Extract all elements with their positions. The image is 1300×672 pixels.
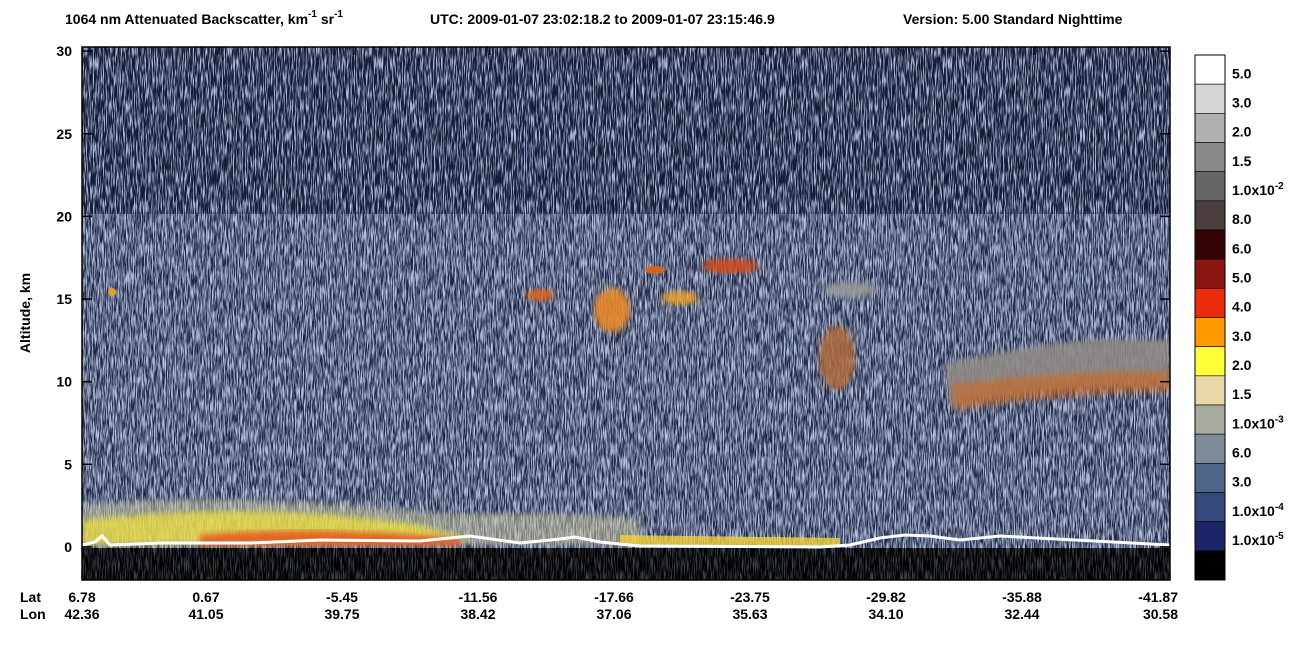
x-tick-label: -11.56 — [459, 589, 498, 605]
x-tick-label: 32.44 — [1004, 606, 1039, 622]
y-tick-label: 25 — [56, 126, 72, 142]
colorbar-label: 5.0 — [1232, 65, 1252, 81]
colorbar-label: 1.0x10-4 — [1232, 502, 1284, 519]
colorbar-label-exp: -4 — [1275, 502, 1284, 513]
y-tick-label: 5 — [64, 456, 72, 472]
colorbar-label-text: 5.0 — [1232, 270, 1252, 286]
title-superscript: -1 — [308, 9, 317, 20]
colorbar-swatch — [1194, 288, 1226, 318]
y-tick-label: 30 — [56, 43, 72, 59]
colorbar-label: 1.0x10-2 — [1232, 181, 1284, 198]
colorbar-label-exp: -5 — [1275, 531, 1284, 542]
y-tick-label: 10 — [56, 374, 72, 390]
colorbar-swatch — [1194, 550, 1226, 581]
colorbar-label-text: 4.0 — [1232, 299, 1252, 315]
colorbar-frame — [1194, 54, 1226, 581]
x-tick-label: 34.10 — [868, 606, 903, 622]
colorbar-label-text: 5.0 — [1232, 65, 1252, 81]
y-tick-label: 0 — [64, 539, 72, 555]
x-tick-label: 30.58 — [1143, 606, 1178, 622]
y-axis-label: Altitude, km — [17, 273, 33, 353]
y-tick-label: 15 — [56, 291, 72, 307]
x-tick-label: -41.87 — [1138, 589, 1178, 605]
colorbar-label-text: 2.0 — [1232, 124, 1252, 140]
colorbar-label-text: 3.0 — [1232, 474, 1252, 490]
curtain-image — [82, 47, 1170, 580]
x-tick-label: 42.36 — [64, 606, 99, 622]
colorbar-label-text: 1.0x10 — [1232, 182, 1275, 198]
colorbar-label-text: 1.5 — [1232, 153, 1252, 169]
colorbar-label: 1.0x10-3 — [1232, 414, 1284, 431]
colorbar-label: 6.0 — [1232, 445, 1252, 461]
colorbar-label: 1.5 — [1232, 386, 1252, 402]
colorbar-label-text: 1.0x10 — [1232, 415, 1275, 431]
colorbar-label: 5.0 — [1232, 270, 1252, 286]
chart-subtitle: UTC: 2009-01-07 23:02:18.2 to 2009-01-07… — [430, 11, 775, 27]
colorbar-label: 6.0 — [1232, 240, 1252, 256]
colorbar-swatch — [1194, 258, 1226, 289]
x-row-name: Lon — [20, 606, 46, 622]
chart-title: 1064 nm Attenuated Backscatter, km-1 sr-… — [65, 9, 343, 27]
title-text: 1064 nm Attenuated Backscatter, km — [65, 11, 308, 27]
colorbar-label-text: 1.0x10 — [1232, 532, 1275, 548]
colorbar-swatch — [1194, 171, 1226, 202]
colorbar-swatch — [1194, 375, 1226, 406]
colorbar-swatch — [1194, 229, 1226, 260]
colorbar-label-text: 3.0 — [1232, 328, 1252, 344]
colorbar-label: 4.0 — [1232, 299, 1252, 315]
colorbar-label: 2.0 — [1232, 124, 1252, 140]
colorbar-swatch — [1194, 404, 1226, 435]
colorbar-swatch — [1194, 142, 1226, 172]
y-tick-label: 20 — [56, 208, 72, 224]
colorbar-label: 3.0 — [1232, 328, 1252, 344]
colorbar-swatch — [1194, 317, 1226, 347]
x-tick-label: -35.88 — [1002, 589, 1042, 605]
colorbar-swatch — [1194, 492, 1226, 522]
colorbar-label-exp: -2 — [1275, 181, 1284, 192]
colorbar-label-exp: -3 — [1275, 414, 1284, 425]
colorbar-label-text: 8.0 — [1232, 211, 1252, 227]
colorbar-label-text: 6.0 — [1232, 240, 1252, 256]
x-tick-label: -5.45 — [326, 589, 358, 605]
colorbar-label-text: 2.0 — [1232, 357, 1252, 373]
colorbar-swatch — [1194, 521, 1226, 552]
x-tick-label: 6.78 — [68, 589, 95, 605]
colorbar-label: 3.0 — [1232, 95, 1252, 111]
colorbar-label-text: 1.5 — [1232, 386, 1252, 402]
colorbar-swatch — [1194, 54, 1226, 85]
colorbar-label: 3.0 — [1232, 474, 1252, 490]
colorbar-swatch — [1194, 463, 1226, 493]
x-tick-label: -29.82 — [866, 589, 906, 605]
x-tick-label: 35.63 — [732, 606, 767, 622]
colorbar-swatch — [1194, 83, 1226, 114]
colorbar-label-text: 3.0 — [1232, 95, 1252, 111]
title-superscript: -1 — [334, 9, 343, 20]
colorbar-label-text: 1.0x10 — [1232, 503, 1275, 519]
colorbar-label: 2.0 — [1232, 357, 1252, 373]
colorbar-label: 1.0x10-5 — [1232, 531, 1284, 548]
x-tick-label: 41.05 — [188, 606, 223, 622]
colorbar-label: 1.5 — [1232, 153, 1252, 169]
colorbar-label: 8.0 — [1232, 211, 1252, 227]
colorbar-swatch — [1194, 200, 1226, 231]
x-tick-label: -17.66 — [594, 589, 634, 605]
x-tick-label: 37.06 — [596, 606, 631, 622]
title-text: sr — [317, 11, 335, 27]
x-tick-label: 0.67 — [192, 589, 219, 605]
colorbar-swatch — [1194, 433, 1226, 464]
x-tick-label: -23.75 — [730, 589, 770, 605]
colorbar-swatch — [1194, 113, 1226, 143]
colorbar-label-text: 6.0 — [1232, 445, 1252, 461]
chart-subtitle: Version: 5.00 Standard Nighttime — [903, 11, 1123, 27]
x-tick-label: 39.75 — [324, 606, 359, 622]
x-row-name: Lat — [20, 589, 41, 605]
colorbar-swatch — [1194, 346, 1226, 377]
x-tick-label: 38.42 — [460, 606, 495, 622]
